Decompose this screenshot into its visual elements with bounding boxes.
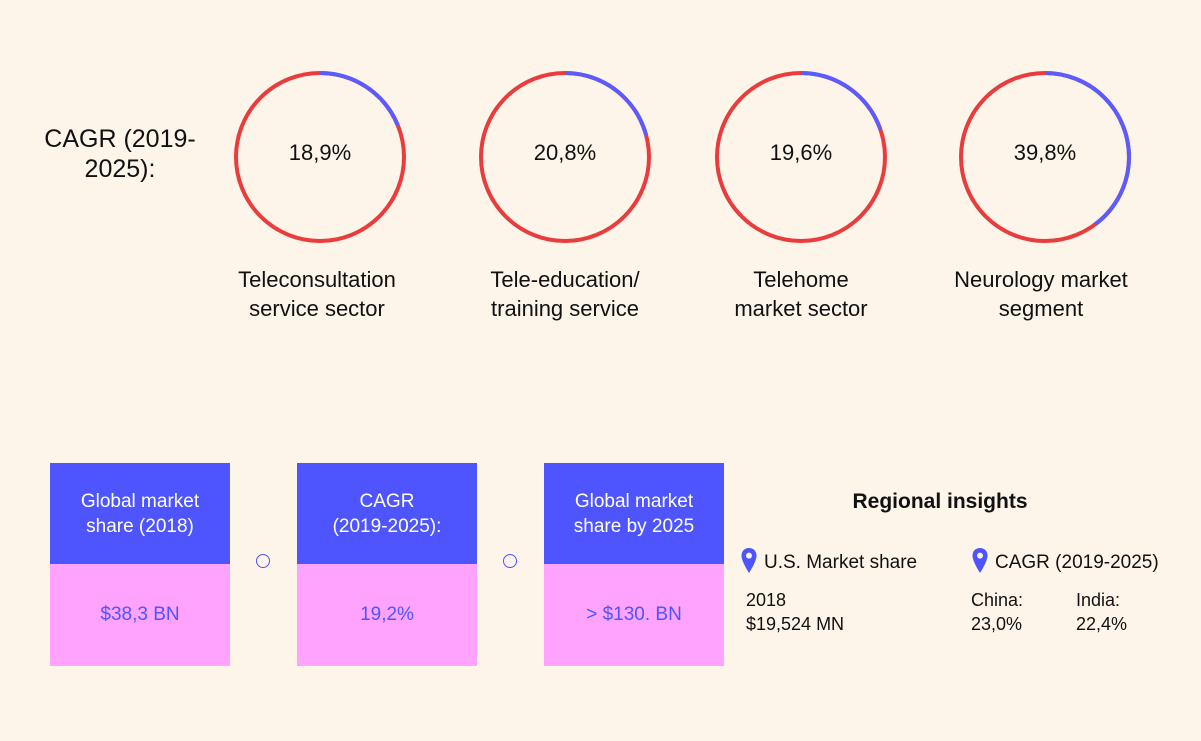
india-label: India: — [1076, 590, 1121, 610]
caption-line: service sector — [249, 296, 385, 321]
gauge-ring-teleconsultation — [234, 71, 406, 243]
card-global-market-share-2018: Global market share (2018) $38,3 BN — [50, 463, 230, 666]
gauge-value-label: 19,6% — [769, 140, 833, 165]
gauge-value-label: 18,9% — [288, 140, 352, 165]
location-pin-icon — [972, 548, 988, 573]
caption-line: Teleconsultation — [238, 267, 396, 292]
gauge-value-label: 20,8% — [533, 140, 597, 165]
card-head: Global market share by 2025 — [544, 463, 724, 564]
regional-insights-title: Regional insights — [852, 490, 1028, 513]
china-label: China: — [971, 590, 1024, 610]
card-cagr: CAGR (2019-2025): 19,2% — [297, 463, 477, 666]
gauge-teleconsultation: 18,9% — [233, 70, 407, 244]
gauge-value-arc — [959, 71, 1131, 243]
us-market-share-heading: U.S. Market share — [764, 552, 918, 573]
gauge-caption-telehome: Telehome market sector — [681, 265, 921, 323]
card-head-line: Global market — [80, 490, 200, 512]
card-value: 19,2% — [297, 564, 477, 666]
gauge-tele-education: 20,8% — [478, 70, 652, 244]
card-head-line: (2019-2025): — [332, 515, 442, 537]
gauge-caption-teleconsultation: Teleconsultation service sector — [197, 265, 437, 323]
gauge-value-label: 39,8% — [1013, 140, 1077, 165]
gauge-value-arc — [715, 71, 887, 243]
caption-line: training service — [491, 296, 639, 321]
india-value: 22,4% — [1076, 614, 1128, 634]
us-market-share-values: 2018 $19,524 MN — [746, 588, 844, 636]
caption-line: Tele-education/ — [490, 267, 640, 292]
us-year: 2018 — [746, 590, 787, 610]
china-cagr: China: 23,0% — [971, 588, 1023, 636]
gauge-ring-neurology — [959, 71, 1131, 243]
caption-line: Telehome — [753, 267, 849, 292]
location-pin-icon — [741, 548, 757, 573]
caption-line: Neurology market — [954, 267, 1128, 292]
cagr-label: CAGR (2019-2025): — [44, 125, 196, 183]
card-head-line: Global market — [574, 490, 694, 512]
cagr-regional-heading: CAGR (2019-2025) — [995, 552, 1159, 573]
us-value: $19,524 MN — [746, 614, 845, 634]
gauge-value-arc — [234, 71, 406, 243]
gauge-ring-tele-education — [479, 71, 651, 243]
card-global-market-share-2025: Global market share by 2025 > $130. BN — [544, 463, 724, 666]
card-head-line: share (2018) — [86, 515, 194, 537]
gauge-ring-telehome — [715, 71, 887, 243]
china-value: 23,0% — [971, 614, 1023, 634]
india-cagr: India: 22,4% — [1076, 588, 1127, 636]
connector-circle-icon — [256, 554, 270, 568]
caption-line: market sector — [734, 296, 868, 321]
gauge-value-arc — [479, 71, 651, 243]
card-head-line: CAGR — [359, 490, 415, 512]
caption-line: segment — [998, 296, 1084, 321]
gauge-neurology: 39,8% — [958, 70, 1132, 244]
card-head-line: share by 2025 — [573, 515, 695, 537]
connector-circle-icon — [503, 554, 517, 568]
gauge-caption-tele-education: Tele-education/ training service — [445, 265, 685, 323]
card-value: $38,3 BN — [50, 564, 230, 666]
card-value: > $130. BN — [544, 564, 724, 666]
gauge-telehome: 19,6% — [714, 70, 888, 244]
gauge-caption-neurology: Neurology market segment — [921, 265, 1161, 323]
card-head: CAGR (2019-2025): — [297, 463, 477, 564]
card-head: Global market share (2018) — [50, 463, 230, 564]
